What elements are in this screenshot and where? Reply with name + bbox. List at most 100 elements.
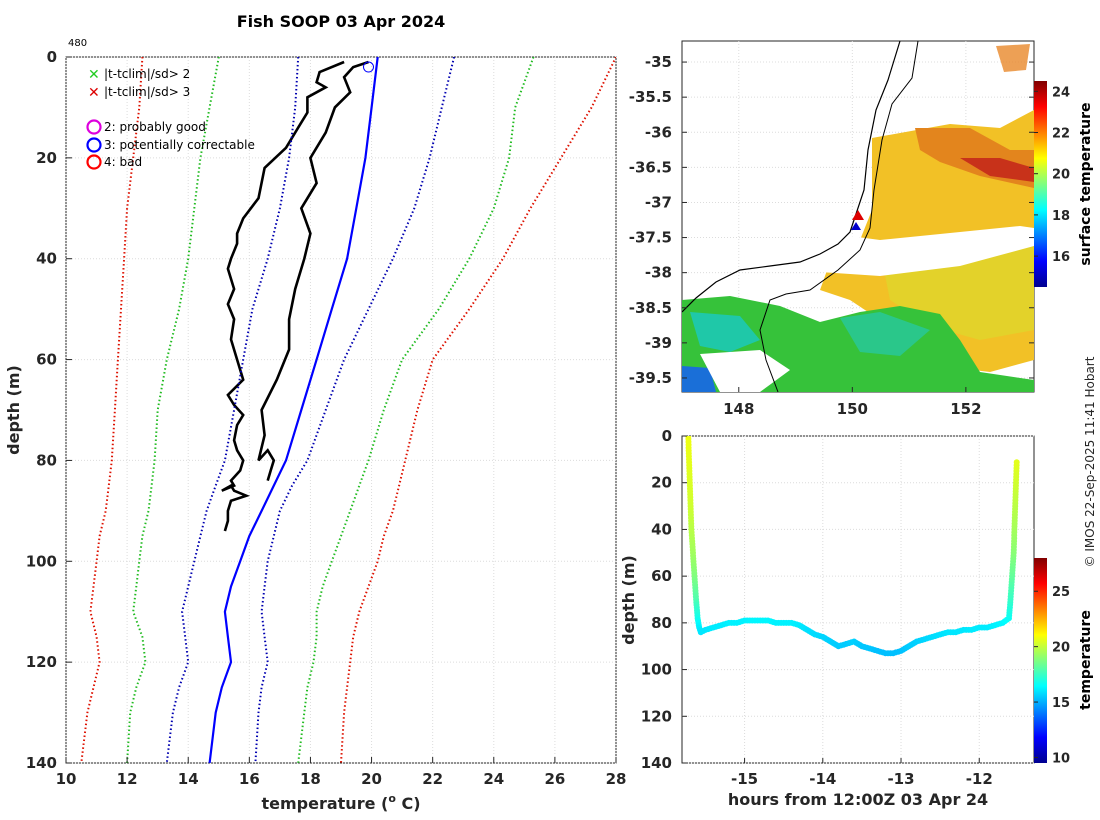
- series-clim-3sd: [80, 57, 144, 763]
- profile-ytick-label: 80: [36, 451, 57, 469]
- profile-series: [80, 57, 616, 763]
- sst-cloud-gap: [820, 226, 1034, 276]
- sst-blue-patch: [682, 366, 716, 392]
- profile-xtick-label: 20: [361, 770, 382, 788]
- map-ytick-label: -38: [645, 264, 672, 282]
- section-point: [1013, 459, 1020, 466]
- profile-axes-frame: [65, 56, 617, 764]
- legend-flag-green: |t-tclim|/sd> 2: [104, 67, 190, 81]
- profile-ytick-label: 40: [36, 250, 57, 268]
- section-ytick-label: 20: [651, 474, 672, 492]
- map-colorbar-label: surface temperature: [1078, 102, 1094, 265]
- legend-qc3: 3: potentially correctable: [104, 138, 255, 152]
- map-xtick-label: 150: [837, 400, 868, 418]
- cruise-id: 480: [68, 38, 87, 49]
- profile-ytick-label: 20: [36, 149, 57, 167]
- qc3-circle-icon: [86, 137, 102, 153]
- section-colorbar-tick-label: 20: [1052, 641, 1070, 656]
- section-xtick-label: -12: [966, 770, 993, 788]
- qc-marker: [363, 61, 374, 73]
- section-xtick-label: -13: [887, 770, 914, 788]
- sst-map: 148 150 152 -35 -35.5 -36 -36.5 -37 -37.5 -38 -38.…: [629, 40, 1094, 418]
- sst-hot-core: [960, 158, 1034, 182]
- map-ytick-label: -37.5: [629, 229, 672, 247]
- profile-ylabel: depth (m): [4, 365, 23, 455]
- profile-ytick-label: 120: [26, 653, 57, 671]
- profile-ytick-label: 140: [26, 754, 57, 772]
- series-profile-up: [257, 60, 369, 481]
- station-marker-icon-2: [851, 222, 861, 230]
- sst-speckle: [996, 44, 1030, 72]
- map-ytick-label: -39.5: [629, 369, 672, 387]
- series-clim-1sd: [254, 57, 456, 763]
- profile-ticks: 10 12 14 16 18 20 22 24 26 28 0 20 40 60 80 100 120 140: [26, 48, 627, 788]
- section-ytick-label: 60: [651, 567, 672, 585]
- section-ylabel: depth (m): [619, 555, 638, 645]
- section-colorbar: [1034, 558, 1047, 763]
- profile-legend: ✕ |t-tclim|/sd> 2 ✕ |t-tclim|/sd> 3 2: p…: [86, 67, 255, 170]
- legend-qc2: 2: probably good: [104, 120, 206, 134]
- sst-cloud-gap-2: [700, 350, 790, 392]
- profile-xtick-label: 18: [300, 770, 321, 788]
- legend-qc4: 4: bad: [104, 155, 142, 169]
- xlabel-superscript: o: [388, 792, 396, 805]
- map-ytick-label: -35.5: [629, 88, 672, 106]
- section-colorbar-tick-label: 15: [1052, 696, 1070, 711]
- profile-grid: [65, 56, 617, 764]
- section-axes-frame: [681, 435, 1035, 764]
- section-ytick-label: 40: [651, 520, 672, 538]
- map-xtick-label: 148: [723, 400, 754, 418]
- section-colorbar-tick-label: 25: [1052, 585, 1070, 600]
- section-ytick-label: 120: [641, 707, 672, 725]
- qc4-circle-icon: [86, 154, 102, 170]
- map-ytick-label: -35: [645, 53, 672, 71]
- map-ticks: 148 150 152 -35 -35.5 -36 -36.5 -37 -37.5 -38 -38.…: [629, 53, 1034, 418]
- map-colorbar-ticks: 16 18 20 22 24: [1034, 85, 1070, 265]
- section-colorbar-ticks: 10 15 20 25: [1034, 585, 1070, 766]
- map-colorbar-tick-label: 22: [1052, 127, 1070, 142]
- station-marker-icon: [852, 210, 864, 220]
- map-ytick-label: -36.5: [629, 158, 672, 176]
- profile-xtick-label: 28: [606, 770, 627, 788]
- section-ytick-label: 140: [641, 754, 672, 772]
- coastline: [682, 41, 901, 313]
- profile-xtick-label: 12: [117, 770, 138, 788]
- series-clim-1sd: [165, 57, 300, 763]
- profile-xtick-label: 14: [178, 770, 199, 788]
- sst-teal-patch-2: [840, 312, 930, 356]
- profile-xtick-label: 24: [483, 770, 504, 788]
- section-ytick-label: 100: [641, 661, 672, 679]
- chart-title: Fish SOOP 03 Apr 2024: [237, 12, 446, 31]
- section-ticks: -15 -14 -13 -12 0 20 40 60 80 100 120 140: [641, 427, 993, 788]
- series-clim-2sd: [297, 57, 535, 763]
- map-ytick-label: -38.5: [629, 299, 672, 317]
- map-xtick-label: 152: [950, 400, 981, 418]
- map-colorbar-tick-label: 24: [1052, 85, 1070, 100]
- profile-xtick-label: 16: [239, 770, 260, 788]
- section-xlabel: hours from 12:00Z 03 Apr 24: [728, 790, 988, 809]
- flag-red-icon: ✕: [88, 85, 100, 101]
- series-clim-3sd: [340, 57, 616, 763]
- map-ytick-label: -36: [645, 123, 672, 141]
- profile-plot: 10 12 14 16 18 20 22 24 26 28 0 20 40 60 80 100 120 140 ✕…: [4, 48, 626, 813]
- credit-text: © IMOS 22-Sep-2025 11:41 Hobart: [1083, 356, 1097, 567]
- map-colorbar-tick-label: 20: [1052, 168, 1070, 183]
- map-colorbar-tick-label: 18: [1052, 209, 1070, 224]
- profile-ytick-label: 0: [47, 48, 57, 66]
- profile-ytick-label: 100: [26, 552, 57, 570]
- sst-teal-patch: [690, 312, 760, 352]
- sst-field: [682, 41, 1034, 392]
- legend-flag-red: |t-tclim|/sd> 3: [104, 85, 190, 99]
- series-clim-mean: [208, 57, 379, 763]
- shelf-edge: [759, 41, 919, 392]
- section-xtick-label: -15: [731, 770, 758, 788]
- section-ytick-label: 0: [662, 427, 672, 445]
- map-ytick-label: -39: [645, 334, 672, 352]
- qc2-circle-icon: [86, 119, 102, 135]
- section-xtick-label: -14: [809, 770, 836, 788]
- section-colorbar-tick-label: 10: [1052, 751, 1070, 766]
- profile-xtick-label: 22: [422, 770, 443, 788]
- flag-green-icon: ✕: [88, 67, 100, 83]
